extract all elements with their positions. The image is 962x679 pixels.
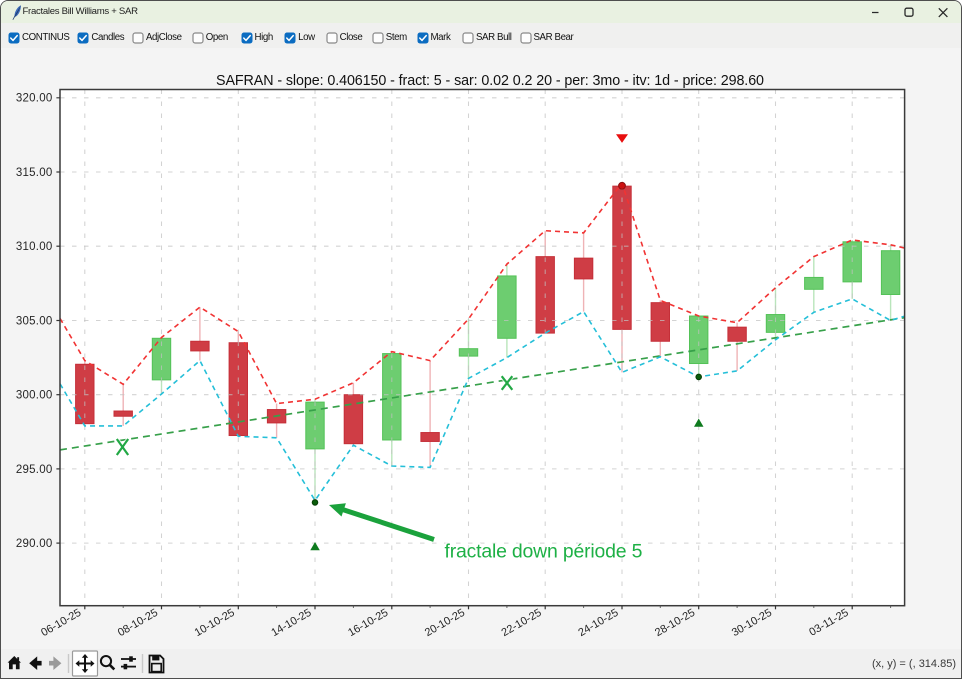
svg-text:290.00: 290.00 [16,538,53,550]
svg-text:fractale down période 5: fractale down période 5 [445,541,643,563]
svg-text:315.00: 315.00 [16,167,53,179]
svg-text:300.00: 300.00 [16,390,53,402]
svg-text:320.00: 320.00 [16,93,53,105]
svg-text:305.00: 305.00 [16,315,53,327]
svg-text:(x, y) = (, 314.85): (x, y) = (, 314.85) [872,658,956,670]
svg-text:310.00: 310.00 [16,241,53,253]
svg-text:295.00: 295.00 [16,464,53,476]
svg-text:SAFRAN - slope: 0.406150 - fra: SAFRAN - slope: 0.406150 - fract: 5 - sa… [216,73,764,89]
